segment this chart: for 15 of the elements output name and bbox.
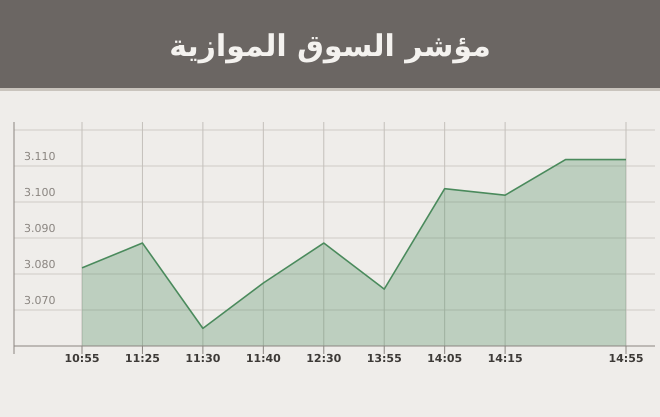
- x-tick-label: 13:55: [366, 352, 402, 365]
- x-tick-label: 11:25: [124, 352, 160, 365]
- x-tick-label: 14:05: [427, 352, 462, 365]
- x-tick-label: 14:15: [488, 352, 523, 365]
- y-tick-label: 3.100: [24, 186, 56, 199]
- y-tick-label: 3.070: [24, 294, 56, 307]
- x-tick-label: 10:55: [64, 352, 100, 365]
- x-tick-label: 12:30: [306, 352, 342, 365]
- title: مؤشر السوق الموازية: [169, 29, 491, 64]
- x-tick-label: 11:30: [185, 352, 221, 365]
- y-tick-label: 3.090: [24, 222, 56, 235]
- y-tick-label: 3.080: [24, 258, 56, 271]
- x-tick-label: 11:40: [246, 352, 282, 365]
- x-tick-label: 14:55: [608, 352, 644, 365]
- y-tick-label: 3.110: [24, 150, 56, 163]
